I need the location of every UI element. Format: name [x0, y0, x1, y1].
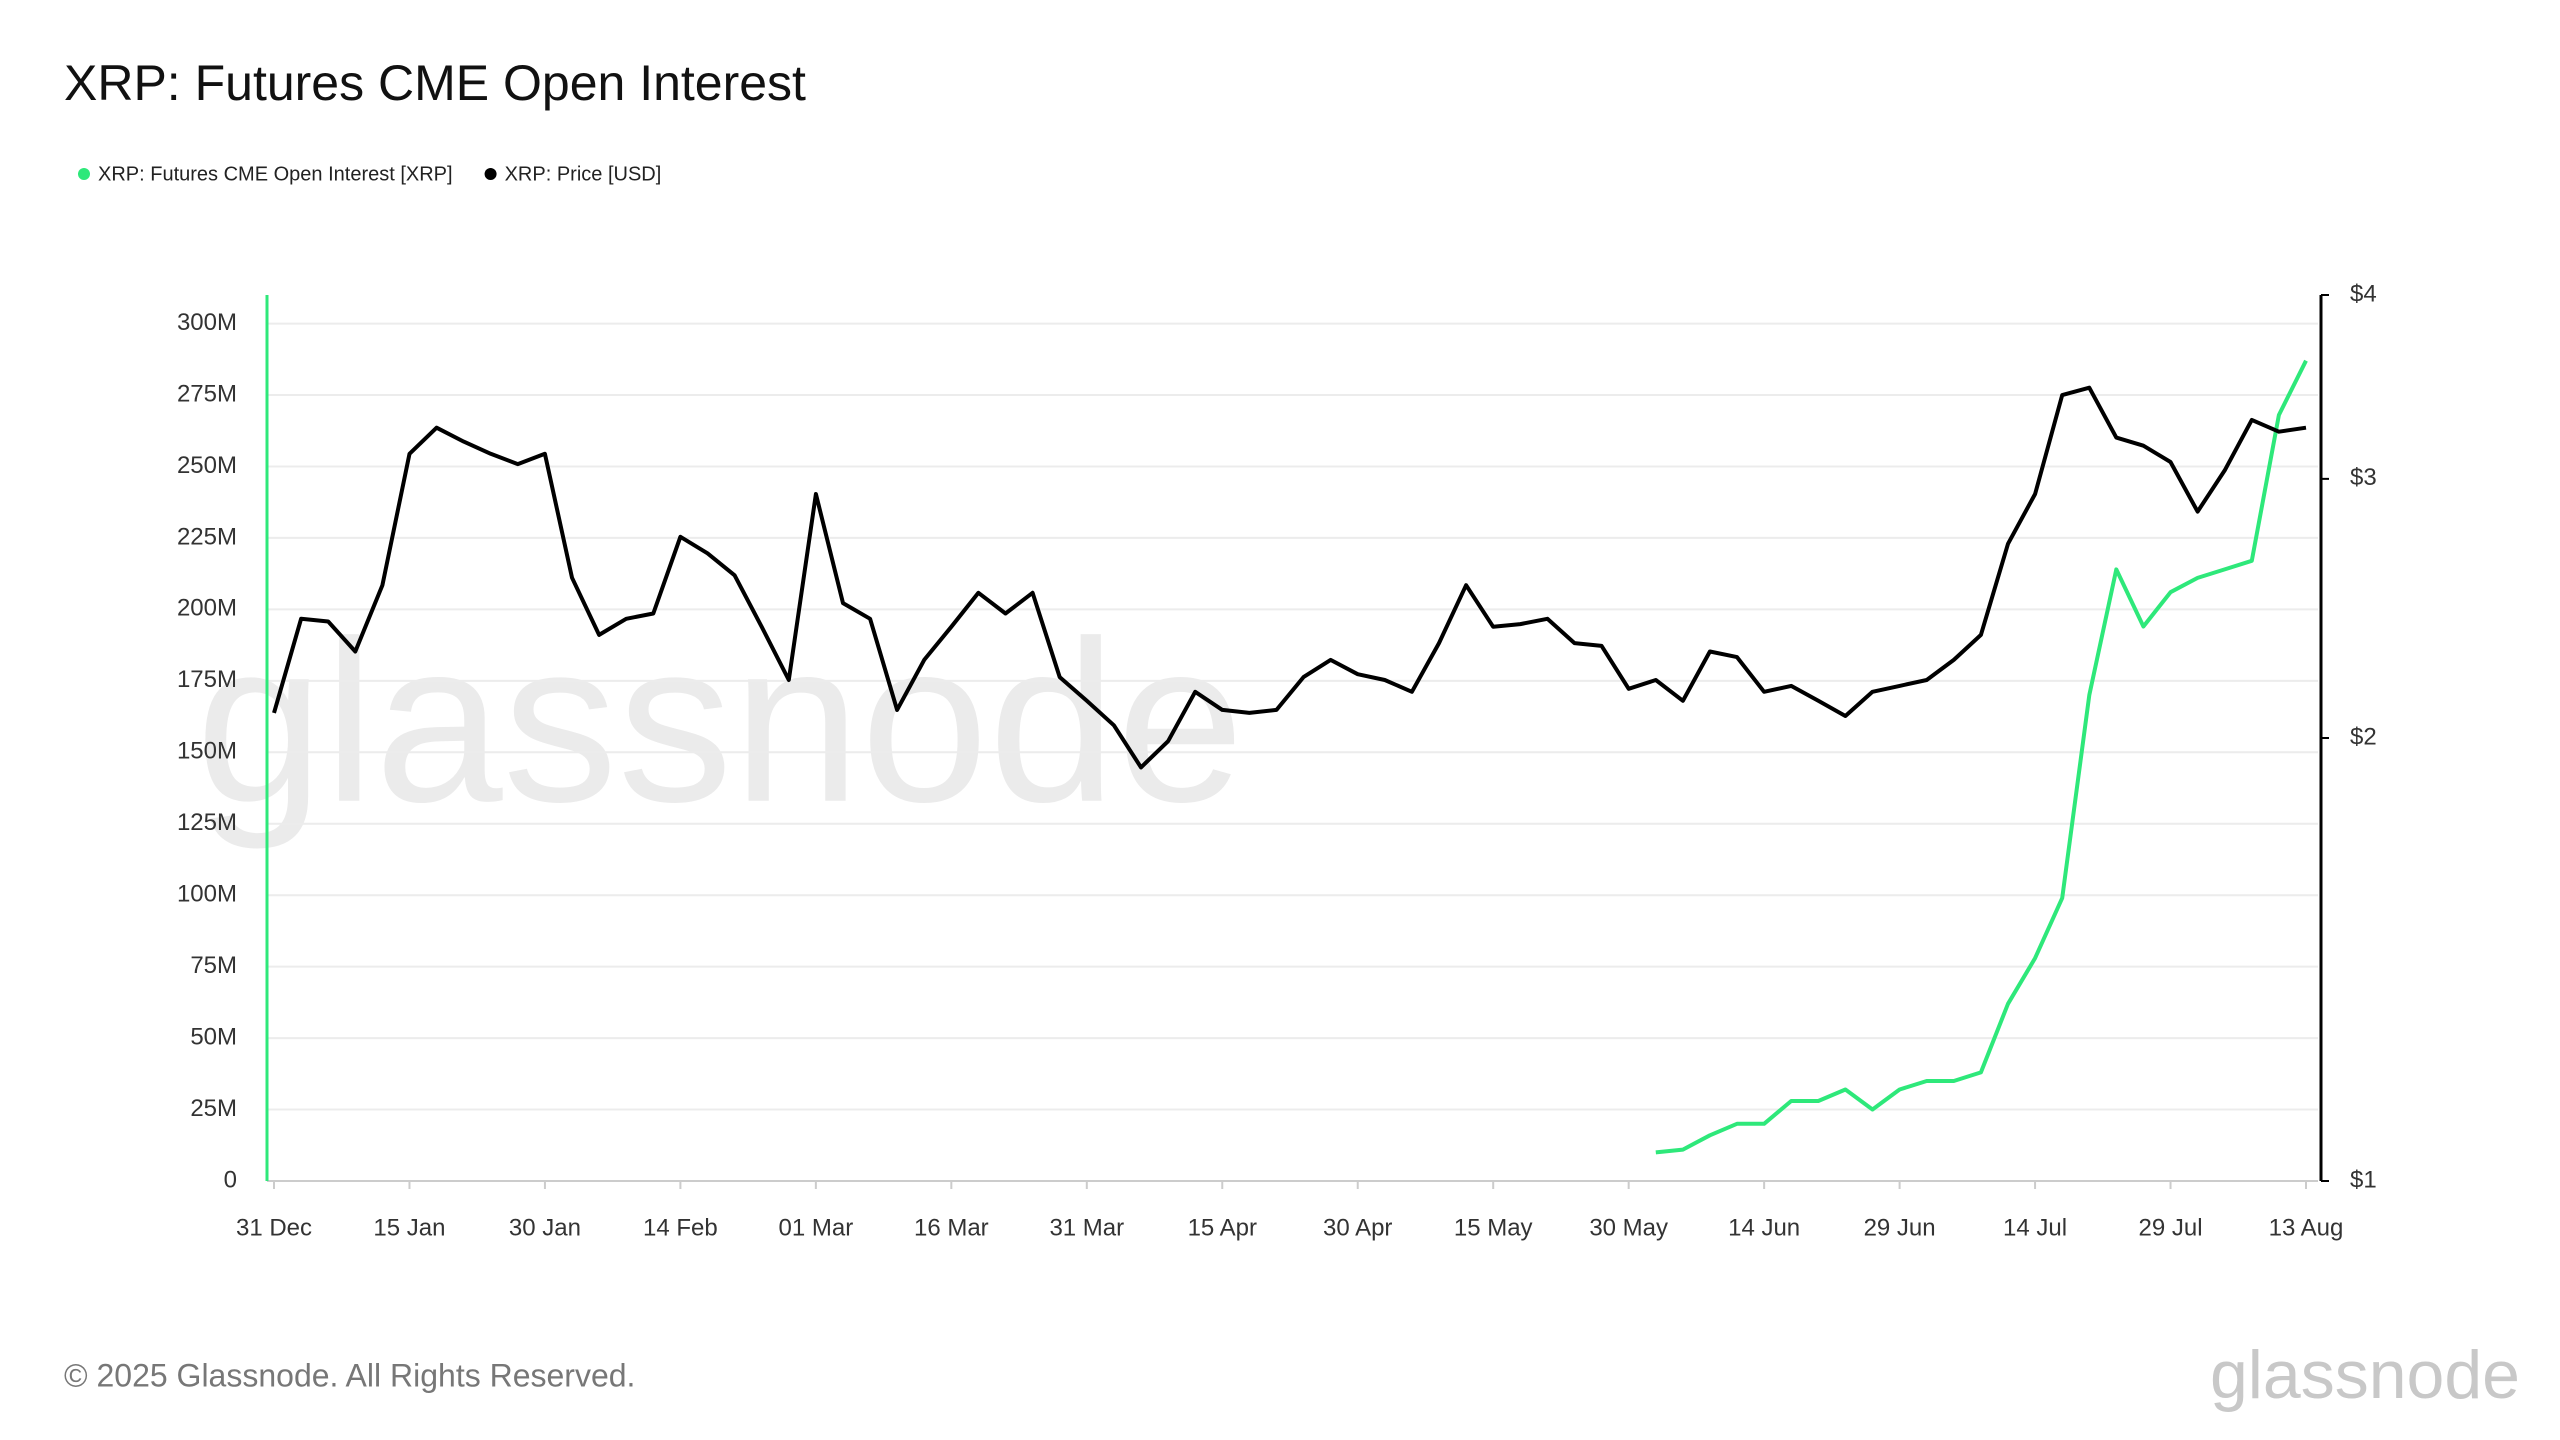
x-tick-label: 13 Aug: [2269, 1214, 2344, 1241]
x-tick-label: 14 Feb: [643, 1214, 718, 1241]
legend-swatch: [78, 168, 90, 180]
x-tick-label: 15 May: [1454, 1214, 1533, 1241]
y2-tick-label: $3: [2350, 464, 2377, 491]
x-tick-label: 31 Mar: [1049, 1214, 1124, 1241]
x-tick-label: 01 Mar: [779, 1214, 854, 1241]
legend: XRP: Futures CME Open Interest [XRP] XRP:…: [78, 163, 661, 185]
y2-tick-label: $4: [2350, 280, 2377, 307]
y-tick-label: 100M: [177, 881, 237, 908]
x-tick-label: 14 Jun: [1728, 1214, 1800, 1241]
series-line: [1655, 359, 2308, 1155]
footer: © 2025 Glassnode. All Rights Reserved.: [64, 1357, 635, 1393]
y2-tick-label: $1: [2350, 1166, 2377, 1193]
y-tick-label: 25M: [190, 1095, 237, 1122]
y-tick-label: 0: [224, 1166, 237, 1193]
x-tick-label: 15 Jan: [373, 1214, 445, 1241]
x-tick-label: 29 Jun: [1864, 1214, 1936, 1241]
y-tick-label: 50M: [190, 1023, 237, 1050]
series-line: [272, 385, 2307, 770]
y-tick-label: 175M: [177, 666, 237, 693]
y-tick-label: 225M: [177, 523, 237, 550]
legend-label: XRP: Price [USD]: [505, 163, 662, 185]
x-tick-label: 29 Jul: [2139, 1214, 2203, 1241]
y-tick-label: 300M: [177, 309, 237, 336]
y-tick-label: 275M: [177, 380, 237, 407]
legend-swatch: [484, 168, 497, 180]
chart-title: XRP: Futures CME Open Interest: [64, 55, 806, 111]
y-tick-label: 200M: [177, 595, 237, 622]
x-tick-label: 31 Dec: [236, 1214, 312, 1241]
y-tick-label: 250M: [177, 452, 237, 479]
x-tick-label: 14 Jul: [2003, 1214, 2067, 1241]
x-tick-label: 30 Apr: [1323, 1214, 1392, 1241]
x-tick-label: 30 May: [1589, 1214, 1668, 1241]
x-tick-label: 16 Mar: [914, 1214, 989, 1241]
y-tick-label: 150M: [177, 738, 237, 765]
legend-label: XRP: Futures CME Open Interest [XRP]: [98, 163, 453, 185]
logo: glassnode: [2210, 1337, 2520, 1413]
x-tick-label: 15 Apr: [1188, 1214, 1257, 1241]
y2-tick-label: $2: [2350, 723, 2377, 750]
watermark: glassnode: [196, 593, 1245, 850]
y-tick-label: 125M: [177, 809, 237, 836]
y-tick-label: 75M: [190, 952, 237, 979]
x-tick-label: 30 Jan: [509, 1214, 581, 1241]
